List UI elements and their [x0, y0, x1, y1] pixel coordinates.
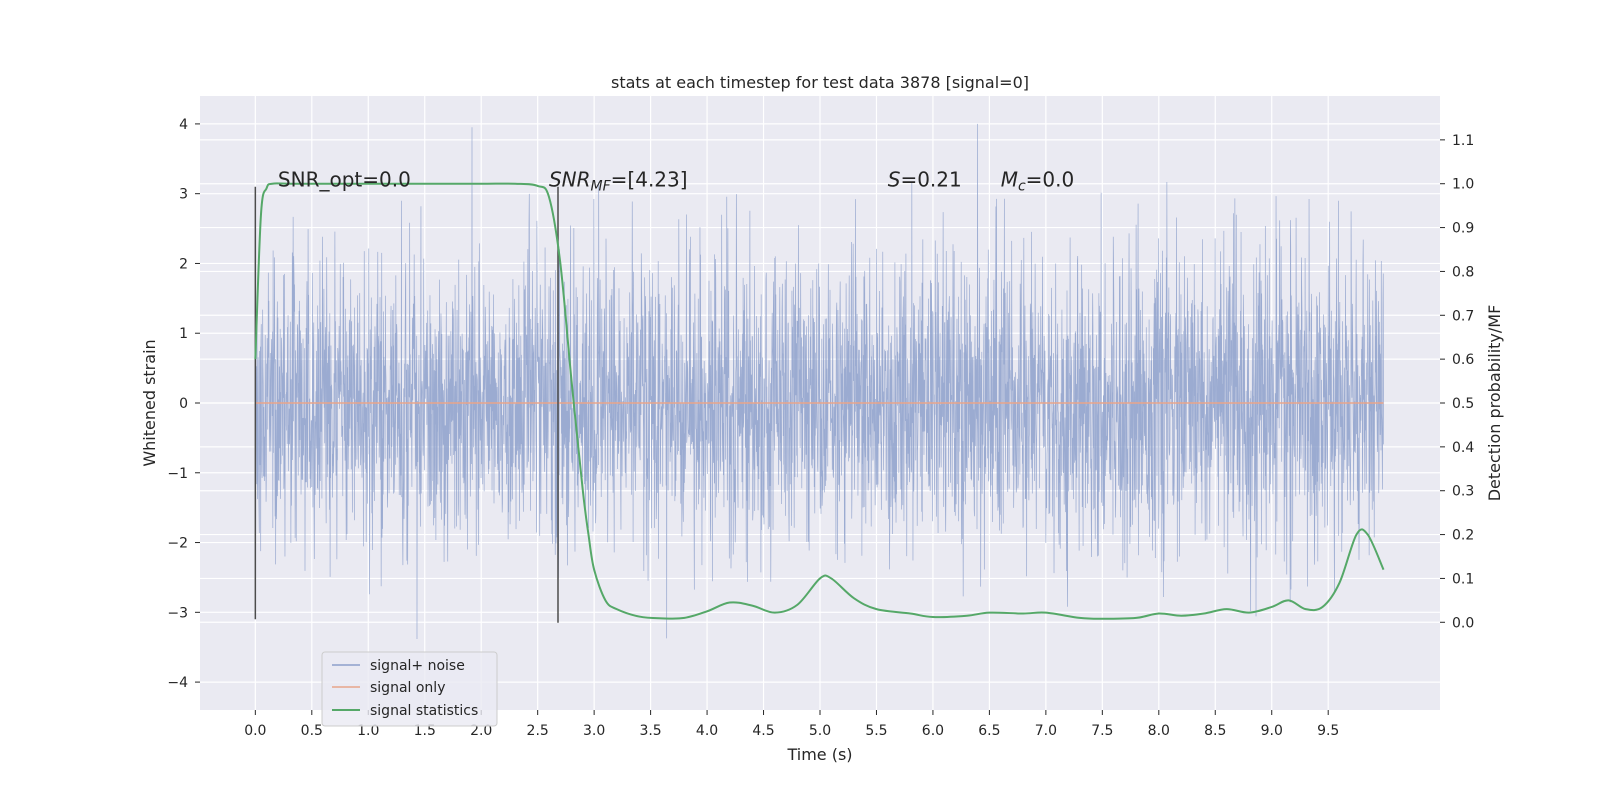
y-right-tick-label: 0.8	[1452, 264, 1474, 280]
legend: signal+ noise signal only signal statist…	[321, 651, 498, 727]
y-left-tick-label: −3	[167, 605, 188, 621]
x-axis-label: Time (s)	[786, 745, 852, 764]
x-tick-label: 2.0	[470, 723, 492, 739]
y-left-tick-label: 3	[179, 187, 188, 203]
y-right-tick-label: 0.1	[1452, 571, 1474, 587]
vertical-markers	[254, 186, 559, 623]
x-tick-label: 5.0	[809, 723, 831, 739]
annotation-mc: Mc=0.0	[1001, 168, 1075, 195]
y-right-axis-label: Detection probability/MF	[1485, 305, 1504, 502]
x-tick-label: 1.0	[357, 723, 379, 739]
annotation-s-stat: S=0.21	[888, 168, 962, 192]
legend-label-signal-noise: signal+ noise	[370, 658, 465, 674]
y-right-tick-label: 0.4	[1452, 440, 1474, 456]
x-tick-label: 0.0	[244, 723, 266, 739]
x-tick-label: 4.0	[696, 723, 718, 739]
x-tick-label: 1.5	[414, 723, 436, 739]
x-tick-label: 0.5	[301, 723, 323, 739]
y-right-tick-label: 0.9	[1452, 221, 1474, 237]
y-left-tick-label: 2	[179, 256, 188, 272]
chart-title: stats at each timestep for test data 387…	[611, 73, 1029, 92]
signal-statistics-line	[254, 182, 1385, 620]
y-left-tick-label: −2	[167, 536, 188, 552]
x-tick-label: 2.5	[527, 723, 549, 739]
y-right-tick-label: 0.7	[1452, 308, 1474, 324]
legend-label-signal-statistics: signal statistics	[370, 703, 478, 719]
y-right-axis-ticks: 1.1 1.0 0.9 0.8 0.7 0.6 0.5 0.4 0.3 0.2 0.1 0.0	[1440, 133, 1474, 631]
annotation-mc-subscript: c	[1018, 179, 1026, 195]
annotation-mc-symbol: M	[1001, 168, 1018, 192]
annotation-snr-mf-symbol: SNR	[549, 168, 591, 192]
signal-noise-line	[254, 123, 1384, 639]
annotation-snr-opt: SNR_opt=0.0	[278, 168, 411, 192]
x-tick-label: 4.5	[752, 723, 774, 739]
x-tick-label: 6.5	[978, 723, 1000, 739]
series-signal-noise	[254, 123, 1384, 639]
annotation-s-value: =0.21	[900, 168, 961, 192]
y-right-tick-label: 0.5	[1452, 396, 1474, 412]
y-left-tick-label: −4	[167, 675, 188, 691]
y-left-axis-ticks: 4 3 2 1 0 −1 −2 −3 −4	[167, 117, 200, 691]
annotation-mc-value: =0.0	[1026, 168, 1075, 192]
annotation-snr-mf-value: =[4.23]	[611, 168, 688, 192]
annotations: SNR_opt=0.0 SNRMF=[4.23] S=0.21 Mc=0.0	[278, 168, 1074, 195]
annotation-s-symbol: S	[888, 168, 901, 192]
y-left-tick-label: 0	[179, 396, 188, 412]
y-left-tick-label: 4	[179, 117, 188, 133]
x-tick-label: 8.0	[1148, 723, 1170, 739]
y-left-tick-label: 1	[179, 326, 188, 342]
annotation-snr-mf: SNRMF=[4.23]	[549, 168, 688, 195]
x-tick-label: 9.0	[1261, 723, 1283, 739]
x-tick-label: 3.0	[583, 723, 605, 739]
x-tick-label: 9.5	[1317, 723, 1339, 739]
x-tick-label: 6.0	[922, 723, 944, 739]
y-right-tick-label: 1.1	[1452, 133, 1474, 149]
y-right-tick-label: 0.6	[1452, 352, 1474, 368]
y-left-axis-label: Whitened strain	[140, 339, 159, 466]
x-tick-label: 5.5	[865, 723, 887, 739]
x-tick-label: 7.5	[1091, 723, 1113, 739]
legend-label-signal-only: signal only	[370, 680, 445, 696]
y-right-tick-label: 0.2	[1452, 528, 1474, 544]
y-right-tick-label: 0.0	[1452, 615, 1474, 631]
y-right-tick-label: 1.0	[1452, 177, 1474, 193]
annotation-snr-mf-subscript: MF	[591, 179, 612, 195]
series-signal-statistics	[254, 182, 1385, 620]
x-tick-label: 3.5	[639, 723, 661, 739]
legend-box	[321, 651, 498, 727]
y-left-tick-label: −1	[167, 466, 188, 482]
x-tick-label: 7.0	[1035, 723, 1057, 739]
x-axis-ticks: 0.0 0.5 1.0 1.5 2.0 2.5 3.0 3.5 4.0 4.5 5.0 5.5 6.0 6…	[244, 710, 1339, 739]
y-right-tick-label: 0.3	[1452, 484, 1474, 500]
x-tick-label: 8.5	[1204, 723, 1226, 739]
